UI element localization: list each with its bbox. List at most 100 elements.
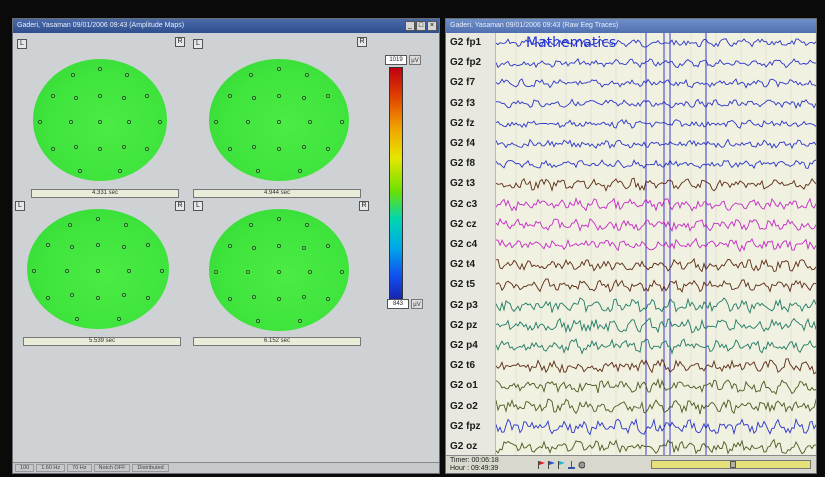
eeg-traces[interactable] (496, 33, 817, 457)
colorbar-max: 1019 (385, 55, 407, 65)
electrode-marker (145, 295, 150, 300)
electrode-marker (46, 243, 51, 247)
channel-label[interactable]: G2 fpz (450, 420, 481, 432)
channel-label[interactable]: G2 f3 (450, 97, 476, 109)
marker-icon[interactable] (568, 461, 575, 469)
raw-eeg-titlebar[interactable]: Gaderi, Yasaman 09/01/2006 09:43 (Raw Ee… (446, 19, 816, 33)
electrode-marker (68, 120, 73, 125)
maximize-button[interactable]: □ (416, 21, 426, 31)
channel-label[interactable]: G2 o1 (450, 380, 478, 392)
eeg-trace (496, 257, 816, 273)
channel-label[interactable]: G2 cz (450, 218, 477, 230)
amplitude-maps-window: Gaderi, Yasaman 09/01/2006 09:43 (Amplit… (12, 18, 440, 474)
channel-label[interactable]: G2 fp2 (450, 57, 482, 69)
channel-label[interactable]: G2 t5 (450, 279, 476, 291)
scalp-map-4[interactable] (209, 209, 349, 331)
electrode-marker (302, 294, 307, 299)
electrode-marker (32, 269, 37, 274)
electrode-marker (298, 169, 302, 174)
scrollbar-thumb[interactable] (730, 461, 736, 468)
electrode-marker (298, 319, 302, 324)
electrode-marker (340, 120, 344, 125)
electrode-marker (73, 96, 78, 101)
electrode-marker (214, 270, 218, 275)
electrode-marker (256, 169, 260, 174)
map-time-1: 4.331 sec (31, 189, 179, 198)
electrode-marker (96, 295, 100, 300)
electrode-marker (305, 72, 309, 77)
channel-label[interactable]: G2 c4 (450, 239, 478, 250)
electrode-marker (228, 147, 232, 152)
red-flag-icon[interactable] (538, 461, 545, 469)
status-highcut: 70 Hz (67, 464, 92, 472)
scalp-map-3[interactable] (27, 209, 169, 329)
electrode-marker (277, 66, 281, 71)
map-time-4: 6.152 sec (193, 337, 361, 346)
amplitude-maps-titlebar[interactable]: Gaderi, Yasaman 09/01/2006 09:43 (Amplit… (13, 19, 439, 33)
left-tag-1: L (17, 39, 27, 49)
left-tag-4: L (193, 201, 203, 211)
window-controls: _ □ × (405, 21, 437, 31)
amplitude-colorbar (389, 67, 403, 305)
close-button[interactable]: × (427, 21, 437, 31)
electrode-marker (124, 72, 129, 77)
channel-label[interactable]: G2 p4 (450, 339, 478, 351)
timer-readout: Timer: 00:06:18 Hour : 09:49:39 (450, 457, 499, 473)
electrode-marker (158, 120, 163, 125)
channel-label[interactable]: G2 f8 (450, 158, 476, 170)
channel-label[interactable]: G2 f7 (450, 77, 476, 89)
status-lowcut: 1.60 Hz (36, 464, 66, 472)
cyan-flag-icon[interactable] (558, 461, 565, 469)
electrode-marker (228, 297, 232, 302)
electrode-marker (277, 216, 281, 221)
electrode-marker (122, 144, 127, 149)
eeg-trace (496, 398, 816, 415)
channel-label[interactable]: G2 t6 (450, 360, 476, 372)
electrode-marker (144, 93, 149, 98)
settings-icon[interactable] (578, 461, 585, 469)
channel-label[interactable]: G2 t3 (450, 178, 476, 190)
eeg-trace (496, 217, 816, 233)
channel-label[interactable]: G2 t4 (450, 259, 476, 271)
blue-flag-icon[interactable] (548, 461, 555, 469)
electrode-marker (118, 169, 123, 174)
timer-text: Timer: 00:06:18 (450, 457, 499, 464)
eeg-trace (496, 58, 816, 69)
electrode-marker (70, 245, 75, 250)
electrode-marker (246, 270, 251, 275)
electrode-marker (127, 269, 132, 274)
colorbar-unit-top: µV (409, 55, 421, 65)
right-tag-1: R (175, 37, 185, 47)
channel-label[interactable]: G2 oz (450, 440, 478, 452)
channel-label[interactable]: G2 fz (450, 117, 475, 129)
electrode-marker (305, 222, 309, 227)
electrode-marker (46, 295, 51, 300)
electrode-marker (64, 269, 69, 274)
electrode-marker (246, 120, 251, 125)
left-tag-2: L (193, 39, 203, 49)
channel-label[interactable]: G2 p3 (450, 299, 478, 311)
minimize-button[interactable]: _ (405, 21, 415, 31)
channel-label[interactable]: G2 f4 (450, 138, 476, 150)
electrode-marker (302, 96, 307, 101)
electrode-marker (277, 147, 281, 152)
eeg-bottom-bar: Timer: 00:06:18 Hour : 09:49:39 (446, 455, 816, 473)
electrode-marker (37, 120, 42, 125)
electrode-marker (228, 243, 232, 248)
channel-label[interactable]: G2 pz (450, 319, 478, 331)
electrode-marker (70, 293, 75, 298)
channel-label[interactable]: G2 fp1 (450, 37, 482, 49)
scalp-map-1[interactable] (33, 59, 167, 181)
colorbar-unit-bottom: µV (411, 299, 423, 309)
status-cell: 100 (15, 464, 35, 472)
time-scrollbar[interactable] (651, 460, 811, 469)
electrode-marker (51, 93, 56, 98)
channel-label[interactable]: G2 o2 (450, 400, 478, 412)
electrode-marker (71, 72, 76, 77)
right-tag-2: R (357, 37, 367, 47)
electrode-marker (277, 93, 281, 98)
channel-label[interactable]: G2 c3 (450, 198, 478, 210)
electrode-marker (67, 222, 72, 227)
scalp-map-2[interactable] (209, 59, 349, 181)
